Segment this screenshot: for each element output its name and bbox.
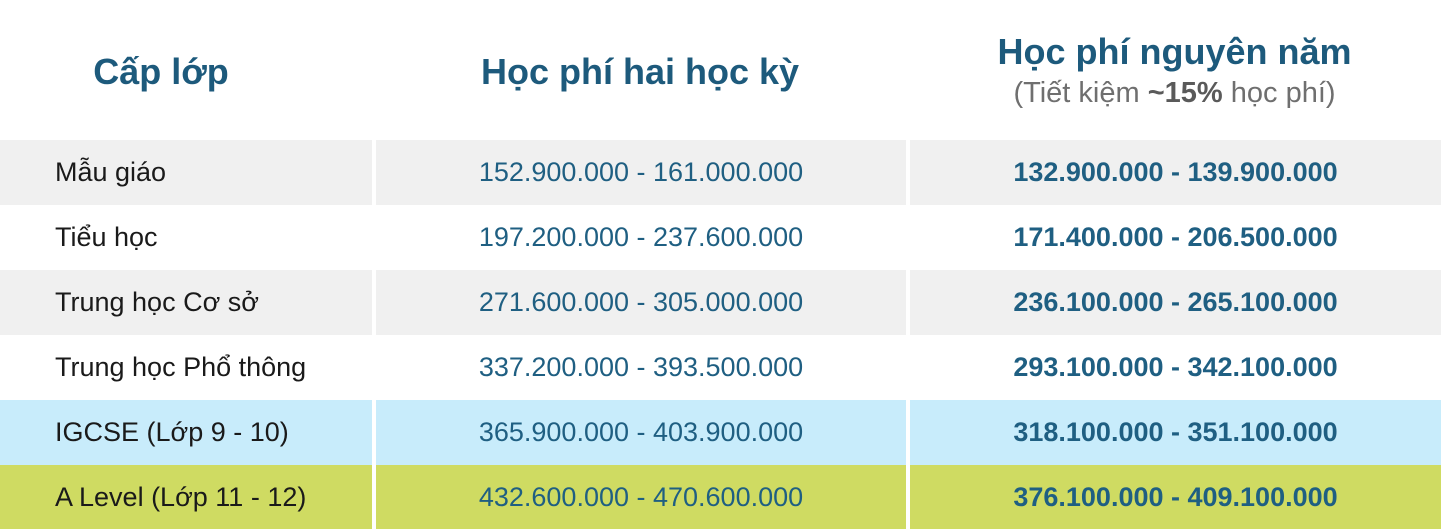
two-semester-fee-cell: 432.600.000 - 470.600.000 — [376, 465, 906, 529]
header-savings-note: (Tiết kiệm ~15% học phí) — [1013, 77, 1335, 110]
grade-level-cell: IGCSE (Lớp 9 - 10) — [0, 400, 372, 465]
full-year-fee-cell: 236.100.000 - 265.100.000 — [910, 270, 1441, 335]
grade-level-cell: Tiểu học — [0, 205, 372, 270]
table-header: Cấp lớp Học phí hai học kỳ Học phí nguyê… — [0, 0, 1441, 140]
savings-note-prefix: (Tiết kiệm — [1013, 76, 1148, 109]
two-semester-fee-cell: 197.200.000 - 237.600.000 — [376, 205, 906, 270]
header-two-semester-fee: Học phí hai học kỳ — [374, 0, 906, 142]
table-row: Trung học Phổ thông 337.200.000 - 393.50… — [0, 335, 1441, 400]
full-year-fee-cell: 376.100.000 - 409.100.000 — [910, 465, 1441, 529]
two-semester-fee-cell: 152.900.000 - 161.000.000 — [376, 140, 906, 205]
full-year-fee-cell: 132.900.000 - 139.900.000 — [910, 140, 1441, 205]
header-grade-level: Cấp lớp — [0, 0, 322, 142]
savings-percent: ~15% — [1147, 76, 1223, 109]
header-full-year-fee: Học phí nguyên năm (Tiết kiệm ~15% học p… — [908, 0, 1441, 150]
grade-level-cell: Trung học Phổ thông — [0, 335, 372, 400]
two-semester-fee-cell: 365.900.000 - 403.900.000 — [376, 400, 906, 465]
table-row: Tiểu học 197.200.000 - 237.600.000 171.4… — [0, 205, 1441, 270]
table-row: IGCSE (Lớp 9 - 10) 365.900.000 - 403.900… — [0, 400, 1441, 465]
table-row: Trung học Cơ sở 271.600.000 - 305.000.00… — [0, 270, 1441, 335]
full-year-fee-cell: 171.400.000 - 206.500.000 — [910, 205, 1441, 270]
two-semester-fee-cell: 337.200.000 - 393.500.000 — [376, 335, 906, 400]
header-full-year-label: Học phí nguyên năm — [997, 30, 1352, 72]
table-row: Mẫu giáo 152.900.000 - 161.000.000 132.9… — [0, 140, 1441, 205]
grade-level-cell: A Level (Lớp 11 - 12) — [0, 465, 372, 529]
header-grade-level-label: Cấp lớp — [93, 51, 229, 92]
table-row: A Level (Lớp 11 - 12) 432.600.000 - 470.… — [0, 465, 1441, 529]
full-year-fee-cell: 293.100.000 - 342.100.000 — [910, 335, 1441, 400]
grade-level-cell: Mẫu giáo — [0, 140, 372, 205]
header-two-semester-label: Học phí hai học kỳ — [480, 51, 800, 92]
savings-note-suffix: học phí) — [1222, 76, 1336, 109]
two-semester-fee-cell: 271.600.000 - 305.000.000 — [376, 270, 906, 335]
full-year-fee-cell: 318.100.000 - 351.100.000 — [910, 400, 1441, 465]
grade-level-cell: Trung học Cơ sở — [0, 270, 372, 335]
